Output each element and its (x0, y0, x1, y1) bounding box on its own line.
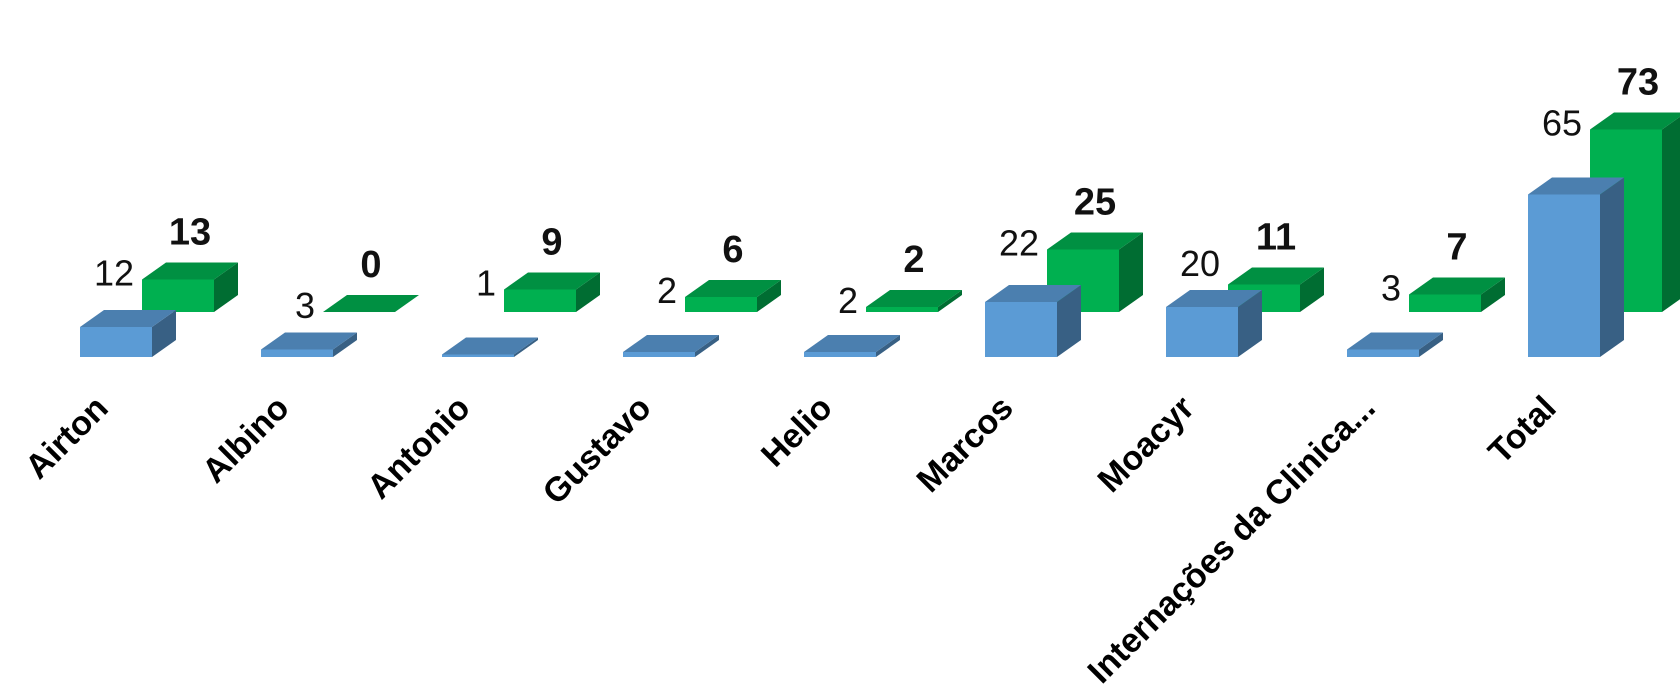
data-label-series2: 2 (903, 239, 924, 281)
bar-series1-6 (1166, 290, 1262, 357)
data-label-series2: 0 (360, 244, 381, 286)
data-label-series2: 9 (541, 222, 562, 264)
category-label: Albino (195, 389, 297, 491)
bar-series1-7 (1347, 332, 1443, 357)
data-label-series2: 11 (1256, 217, 1296, 259)
category-label: Gustavo (536, 389, 659, 512)
category-label: Marcos (910, 389, 1021, 500)
data-label-series1: 12 (94, 253, 134, 294)
data-label-series2: 13 (169, 212, 211, 254)
bar-series1-2 (442, 337, 538, 357)
category-label: Total (1481, 389, 1564, 472)
category-label: Internações da Clinica... (1081, 389, 1383, 691)
bar-series1-5 (985, 285, 1081, 357)
bar-series1-3 (623, 335, 719, 357)
category-label: Antonio (360, 389, 478, 507)
bar-series1-1 (261, 332, 357, 357)
bar-series2-3 (685, 280, 781, 312)
data-label-series2: 7 (1446, 227, 1467, 269)
category-label: Helio (754, 389, 840, 475)
category-labels-layer: Airton Albino Antonio Gustavo Helio Marcos Moa… (18, 389, 1564, 691)
data-label-series1: 20 (1180, 243, 1220, 284)
bar-series1-4 (804, 335, 900, 357)
data-label-series1: 22 (999, 223, 1039, 264)
category-label: Moacyr (1091, 389, 1202, 500)
bar-series2-0 (142, 262, 238, 312)
data-label-series1: 2 (657, 270, 677, 311)
bar-series2-4 (866, 290, 962, 312)
bars-layer (80, 112, 1680, 357)
data-label-series2: 6 (722, 229, 743, 271)
data-label-series1: 2 (838, 280, 858, 321)
data-label-series1: 3 (1381, 268, 1401, 309)
data-label-series1: 3 (295, 285, 315, 326)
bar-series2-7 (1409, 277, 1505, 312)
bar-series2-2 (504, 272, 600, 312)
data-label-series2: 73 (1617, 62, 1659, 104)
data-label-series1: 1 (476, 263, 496, 304)
data-label-series1: 65 (1542, 103, 1582, 144)
bar-series1-8 (1528, 177, 1624, 357)
bar-series2-1 (323, 295, 419, 313)
category-label: Airton (18, 389, 116, 487)
bar-series1-0 (80, 310, 176, 357)
data-label-series2: 25 (1074, 182, 1116, 224)
